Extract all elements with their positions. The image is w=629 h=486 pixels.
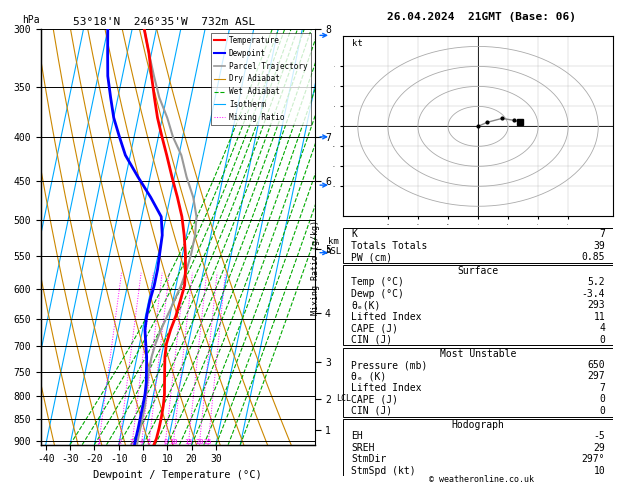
Text: Most Unstable: Most Unstable — [440, 348, 516, 359]
Bar — [343, 265, 613, 346]
Text: hPa: hPa — [22, 15, 40, 25]
Text: CAPE (J): CAPE (J) — [351, 394, 398, 404]
Title: 53°18'N  246°35'W  732m ASL: 53°18'N 246°35'W 732m ASL — [73, 17, 255, 27]
Text: LCL: LCL — [337, 394, 352, 403]
Text: PW (cm): PW (cm) — [351, 252, 392, 262]
Text: 293: 293 — [587, 300, 605, 311]
Text: 5.2: 5.2 — [587, 278, 605, 287]
Text: CIN (J): CIN (J) — [351, 335, 392, 345]
Text: 25: 25 — [204, 439, 213, 445]
Text: Lifted Index: Lifted Index — [351, 312, 421, 322]
Text: CAPE (J): CAPE (J) — [351, 323, 398, 333]
Text: Totals Totals: Totals Totals — [351, 241, 427, 251]
Text: 3: 3 — [130, 439, 134, 445]
Text: Lifted Index: Lifted Index — [351, 383, 421, 393]
Text: StmSpd (kt): StmSpd (kt) — [351, 466, 416, 476]
Text: Surface: Surface — [457, 266, 499, 276]
Text: 650: 650 — [587, 360, 605, 370]
Text: 2: 2 — [117, 439, 121, 445]
Text: 0: 0 — [599, 406, 605, 416]
Text: 0: 0 — [599, 335, 605, 345]
Text: 7: 7 — [599, 229, 605, 239]
Text: 26.04.2024  21GMT (Base: 06): 26.04.2024 21GMT (Base: 06) — [387, 12, 576, 22]
Y-axis label: km
ASL: km ASL — [325, 237, 342, 256]
Text: 10: 10 — [593, 466, 605, 476]
Text: 4: 4 — [139, 439, 143, 445]
Text: 0.85: 0.85 — [582, 252, 605, 262]
Text: 4: 4 — [599, 323, 605, 333]
Bar — [343, 419, 613, 476]
Text: -3.4: -3.4 — [582, 289, 605, 299]
Text: Temp (°C): Temp (°C) — [351, 278, 404, 287]
Text: 39: 39 — [593, 241, 605, 251]
Text: 8: 8 — [163, 439, 167, 445]
Text: © weatheronline.co.uk: © weatheronline.co.uk — [429, 474, 533, 484]
Bar — [343, 228, 613, 263]
Text: 15: 15 — [184, 439, 192, 445]
Text: K: K — [351, 229, 357, 239]
Text: 20: 20 — [195, 439, 204, 445]
Text: Hodograph: Hodograph — [452, 420, 504, 430]
Text: 5: 5 — [147, 439, 151, 445]
Bar — [343, 348, 613, 417]
Text: 0: 0 — [599, 394, 605, 404]
Text: θₑ(K): θₑ(K) — [351, 300, 381, 311]
Text: Dewp (°C): Dewp (°C) — [351, 289, 404, 299]
Text: Pressure (mb): Pressure (mb) — [351, 360, 427, 370]
Text: 29: 29 — [593, 443, 605, 452]
Text: 1: 1 — [96, 439, 101, 445]
Legend: Temperature, Dewpoint, Parcel Trajectory, Dry Adiabat, Wet Adiabat, Isotherm, Mi: Temperature, Dewpoint, Parcel Trajectory… — [211, 33, 311, 125]
Text: 11: 11 — [593, 312, 605, 322]
Text: 297°: 297° — [582, 454, 605, 464]
Text: Mixing Ratio (g/kg): Mixing Ratio (g/kg) — [311, 220, 320, 315]
Text: StmDir: StmDir — [351, 454, 386, 464]
Text: 10: 10 — [169, 439, 177, 445]
Text: 297: 297 — [587, 371, 605, 382]
Text: 7: 7 — [599, 383, 605, 393]
Text: SREH: SREH — [351, 443, 374, 452]
Text: -5: -5 — [593, 431, 605, 441]
Text: CIN (J): CIN (J) — [351, 406, 392, 416]
Text: kt: kt — [352, 39, 362, 49]
Text: EH: EH — [351, 431, 363, 441]
X-axis label: Dewpoint / Temperature (°C): Dewpoint / Temperature (°C) — [93, 470, 262, 480]
Text: θₑ (K): θₑ (K) — [351, 371, 386, 382]
